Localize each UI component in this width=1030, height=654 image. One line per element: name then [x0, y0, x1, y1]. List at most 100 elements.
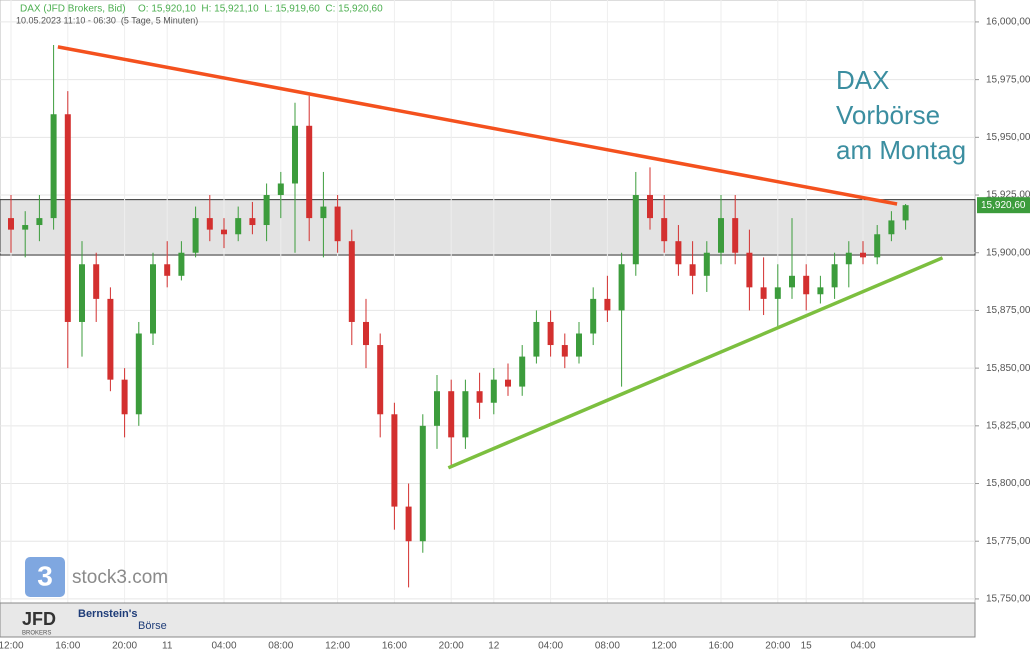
ohlc-text: O: 15,920,10 H: 15,921,10 L: 15,919,60 C… — [138, 4, 383, 15]
jfd-sub: BROKERS — [22, 631, 51, 637]
candle-body — [93, 264, 100, 299]
x-tick-label: 16:00 — [55, 641, 80, 652]
x-tick-label: 12:00 — [325, 641, 350, 652]
candle-body — [888, 220, 895, 235]
annotation: am Montag — [836, 135, 966, 165]
candle-body — [277, 183, 284, 196]
candle-body — [192, 218, 199, 253]
x-tick-label: 20:00 — [439, 641, 464, 652]
y-tick-label: 15,925,00 — [986, 190, 1030, 201]
chart-title: DAX (JFD Brokers, Bid) — [20, 4, 126, 15]
range-zone — [0, 199, 976, 256]
x-tick-label: 04:00 — [538, 641, 563, 652]
candle-body — [121, 379, 128, 415]
candle-body — [490, 379, 497, 403]
subtitle: 10.05.2023 11:10 - 06:30 (5 Tage, 5 Minu… — [16, 15, 198, 25]
candle-body — [718, 218, 724, 253]
candle-body — [760, 287, 767, 299]
candle-body — [150, 264, 156, 334]
bernstein: Bernstein's — [78, 608, 137, 620]
y-tick-label: 15,975,00 — [986, 74, 1030, 85]
candle-body — [334, 206, 341, 242]
candle-body — [803, 275, 810, 295]
x-tick-label: 08:00 — [595, 641, 620, 652]
branding-bar — [0, 602, 976, 638]
boerse: Börse — [138, 620, 167, 632]
last-price-label: 15,920,60 — [981, 200, 1026, 211]
candle-body — [249, 218, 256, 226]
candle-body — [405, 506, 412, 542]
x-tick-label: 20:00 — [112, 641, 137, 652]
candle-body — [533, 321, 540, 357]
y-tick-label: 15,825,00 — [986, 420, 1030, 431]
candle-body — [263, 195, 270, 226]
y-tick-label: 16,000,00 — [986, 17, 1030, 28]
candle-body — [661, 218, 668, 242]
candle-body — [377, 345, 384, 415]
candle-body — [505, 379, 511, 387]
logo-text: stock3.com — [72, 567, 168, 588]
candle-body — [831, 264, 838, 288]
candle-body — [135, 333, 142, 415]
candle-body — [817, 287, 824, 295]
annotation: DAX — [836, 65, 889, 95]
x-tick-label: 04:00 — [211, 641, 236, 652]
candle-body — [36, 218, 43, 226]
candle-body — [50, 114, 57, 219]
x-tick-label: 20:00 — [765, 641, 790, 652]
candle-body — [107, 298, 114, 380]
annotation: Vorbörse — [836, 100, 940, 130]
trendline — [447, 256, 944, 470]
y-tick-label: 15,950,00 — [986, 132, 1030, 143]
candle-body — [618, 264, 625, 311]
candle-body — [845, 252, 852, 265]
candle-body — [703, 252, 710, 276]
candle-body — [689, 264, 696, 276]
last-price-box — [977, 197, 1030, 214]
candle-body — [632, 195, 639, 265]
candle-body — [860, 252, 866, 258]
candle-body — [391, 414, 398, 507]
trendline — [57, 45, 898, 206]
x-tick-label: 11 — [162, 641, 173, 652]
candle-body — [348, 241, 355, 322]
plot-area — [0, 0, 976, 638]
candle-body — [590, 298, 597, 334]
y-tick-label: 15,875,00 — [986, 305, 1030, 316]
candle-body — [902, 205, 909, 221]
y-tick-label: 15,775,00 — [986, 536, 1030, 547]
candle-body — [434, 391, 440, 426]
x-tick-label: 04:00 — [850, 641, 875, 652]
candle-body — [64, 114, 71, 322]
logo-mark: 3 — [37, 560, 53, 591]
x-tick-label: 08:00 — [268, 641, 293, 652]
candle-body — [476, 391, 483, 403]
x-tick-label: 12 — [488, 641, 500, 652]
candle-body — [462, 391, 469, 438]
candle-body — [221, 229, 227, 235]
candle-body — [576, 333, 582, 357]
x-tick-label: 12:00 — [0, 641, 24, 652]
y-tick-label: 15,750,00 — [986, 594, 1030, 605]
candle-body — [363, 321, 369, 346]
candle-body — [8, 218, 14, 230]
candle-body — [789, 275, 795, 288]
candle-body — [306, 125, 313, 219]
x-tick-label: 15 — [801, 641, 813, 652]
candle-body — [419, 425, 426, 542]
candle-body — [448, 391, 455, 438]
candle-body — [79, 264, 85, 322]
candle-body — [519, 356, 526, 387]
candle-body — [874, 234, 881, 258]
candle-body — [774, 287, 781, 299]
y-tick-label: 15,850,00 — [986, 363, 1030, 374]
logo-box — [25, 557, 65, 597]
candle-body — [235, 218, 242, 235]
candle-body — [746, 252, 753, 288]
candle-body — [206, 218, 213, 230]
jfd-logo: JFD — [22, 609, 56, 629]
x-tick-label: 16:00 — [382, 641, 407, 652]
candle-body — [22, 225, 29, 230]
x-tick-label: 16:00 — [708, 641, 733, 652]
